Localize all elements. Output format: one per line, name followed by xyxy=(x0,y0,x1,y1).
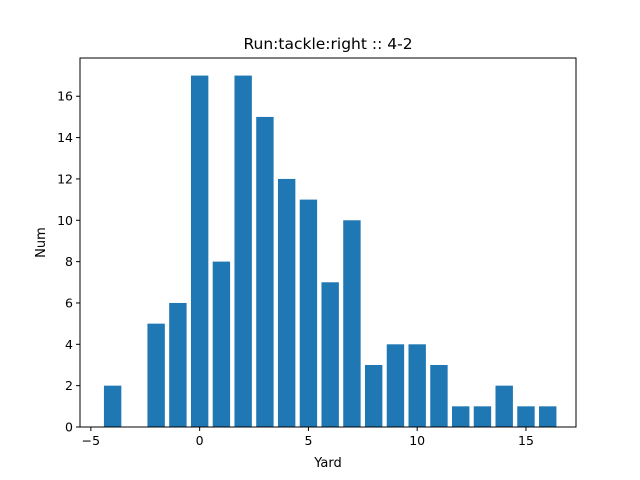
bar-x-1 xyxy=(212,261,231,427)
bar-x-11 xyxy=(430,364,448,427)
x-axis-ticks: −5 0 5 10 15 xyxy=(82,427,534,448)
bar-x-13 xyxy=(473,406,492,427)
y-axis-ticks: 0 2 4 6 8 10 12 14 16 xyxy=(57,89,80,435)
bars-group xyxy=(103,75,557,428)
y-tick-label: 4 xyxy=(65,337,73,352)
y-tick-label: 8 xyxy=(65,254,73,269)
bar-x-12 xyxy=(452,406,470,427)
y-tick-label: 14 xyxy=(57,130,73,145)
bar-x--1 xyxy=(169,302,187,427)
bar-x-16 xyxy=(539,406,557,427)
x-axis-label: Yard xyxy=(313,456,342,471)
bar-x-6 xyxy=(321,282,339,427)
bar-x-8 xyxy=(364,364,383,427)
bar-x--4 xyxy=(103,385,122,427)
bar-x-4 xyxy=(277,178,296,427)
bar-x-2 xyxy=(234,75,252,427)
x-tick-label: 0 xyxy=(196,433,204,448)
x-tick-label: −5 xyxy=(82,433,100,448)
bar-x-14 xyxy=(495,385,513,427)
chart-title: Run:tackle:right :: 4-2 xyxy=(243,35,412,53)
bar-x-10 xyxy=(408,344,426,427)
y-tick-label: 12 xyxy=(57,171,73,186)
bar-x-5 xyxy=(299,199,318,427)
bar-x-0 xyxy=(190,75,209,427)
y-tick-label: 10 xyxy=(57,213,73,228)
bar-x--2 xyxy=(147,323,165,427)
y-tick-label: 6 xyxy=(65,295,73,310)
y-tick-label: 16 xyxy=(57,89,73,104)
x-tick-label: 15 xyxy=(518,433,534,448)
bar-x-7 xyxy=(343,220,361,427)
bar-x-15 xyxy=(517,406,535,427)
y-tick-label: 0 xyxy=(65,420,73,435)
y-axis-label: Num xyxy=(34,227,49,258)
bar-x-3 xyxy=(256,116,274,428)
x-tick-label: 10 xyxy=(409,433,425,448)
y-tick-label: 2 xyxy=(65,378,73,393)
bar-x-9 xyxy=(386,344,405,427)
plot-frame xyxy=(79,57,577,428)
x-tick-label: 5 xyxy=(304,433,312,448)
